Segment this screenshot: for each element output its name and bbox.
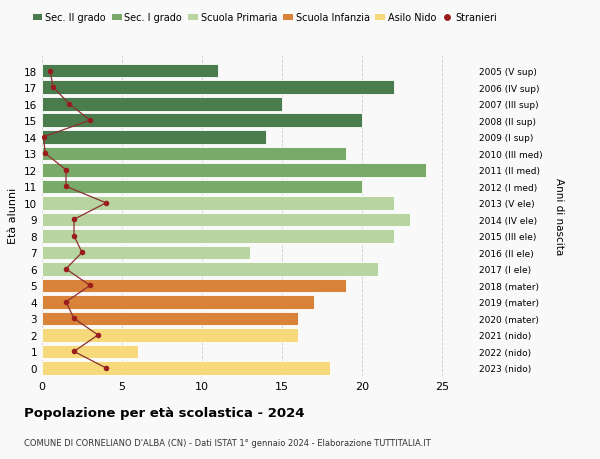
Point [61, 183, 71, 190]
Point [69, 216, 79, 224]
Point [69, 315, 79, 322]
Bar [42, 279, 346, 292]
Point [64, 101, 74, 108]
Point [101, 200, 111, 207]
Bar [42, 230, 394, 243]
Bar [42, 65, 218, 78]
Bar [42, 196, 394, 210]
Bar [42, 98, 282, 111]
Bar [42, 246, 250, 259]
Bar [42, 296, 314, 309]
Bar [42, 345, 138, 358]
Point [49, 84, 58, 92]
Bar [42, 147, 346, 161]
Point [85, 282, 95, 290]
Text: COMUNE DI CORNELIANO D'ALBA (CN) - Dati ISTAT 1° gennaio 2024 - Elaborazione TUT: COMUNE DI CORNELIANO D'ALBA (CN) - Dati … [24, 438, 431, 448]
Point [93, 331, 103, 339]
Point [61, 266, 71, 273]
Bar [42, 180, 362, 194]
Bar [42, 164, 426, 177]
Bar [42, 131, 266, 144]
Point [69, 233, 79, 240]
Y-axis label: Anni di nascita: Anni di nascita [554, 177, 563, 254]
Bar [42, 329, 298, 342]
Bar [42, 263, 378, 276]
Point [40, 150, 50, 157]
Legend: Sec. II grado, Sec. I grado, Scuola Primaria, Scuola Infanzia, Asilo Nido, Stran: Sec. II grado, Sec. I grado, Scuola Prim… [29, 10, 500, 27]
Bar [42, 213, 410, 227]
Y-axis label: Età alunni: Età alunni [8, 188, 19, 244]
Point [77, 249, 87, 257]
Point [45, 68, 55, 75]
Point [39, 134, 49, 141]
Bar [42, 312, 298, 325]
Point [61, 167, 71, 174]
Point [69, 348, 79, 355]
Point [101, 364, 111, 372]
Bar [42, 361, 330, 375]
Point [61, 298, 71, 306]
Text: Popolazione per età scolastica - 2024: Popolazione per età scolastica - 2024 [24, 406, 305, 419]
Point [85, 118, 95, 125]
Bar [42, 114, 362, 128]
Bar [42, 81, 394, 95]
